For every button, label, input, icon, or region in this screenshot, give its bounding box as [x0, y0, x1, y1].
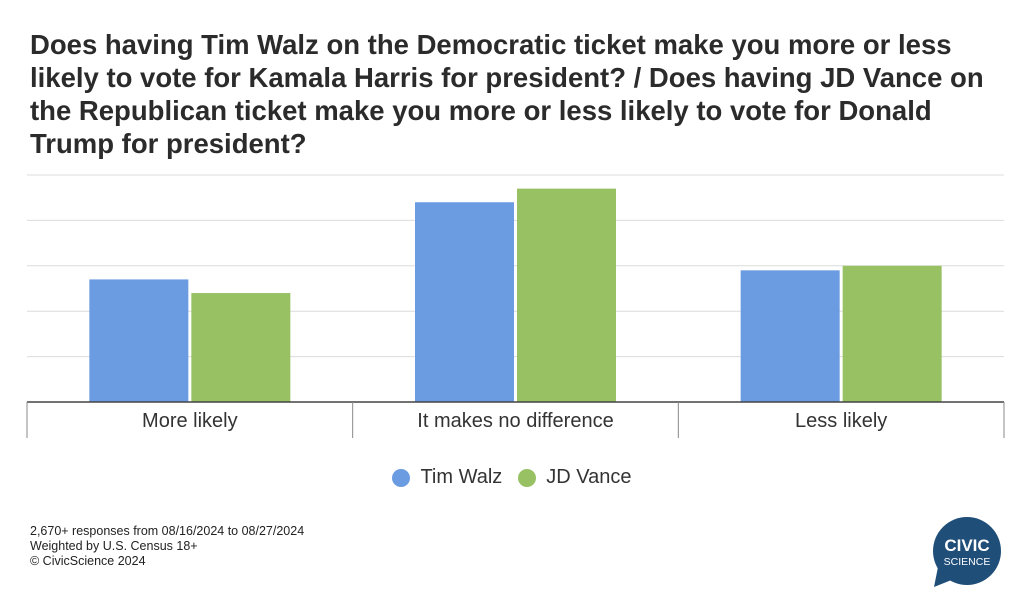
civicscience-logo: CIVIC SCIENCE: [933, 517, 1001, 587]
logo-badge: [933, 517, 1001, 585]
bar-jd-vance-2: [517, 188, 616, 402]
bar-tim-walz-2: [415, 202, 514, 402]
source-line-responses: 2,670+ responses from 08/16/2024 to 08/2…: [30, 524, 305, 538]
logo-word-science: SCIENCE: [944, 556, 991, 568]
logo-speech-tail: [934, 567, 954, 587]
legend-item-jd-vance: JD Vance: [518, 466, 632, 489]
legend-swatch-jd-vance: [518, 468, 537, 487]
legend-swatch-tim-walz: [392, 468, 411, 487]
chart-title: Does having Tim Walz on the Democratic t…: [30, 29, 984, 159]
x-tick-label: It makes no difference: [417, 410, 613, 432]
bar-jd-vance-3: [842, 265, 942, 402]
logo-word-civic: CIVIC: [944, 536, 989, 555]
x-tick-label: More likely: [142, 410, 238, 432]
source-line-copyright: © CivicScience 2024: [30, 554, 146, 568]
bars: [89, 188, 942, 402]
x-axis: More likely It makes no difference Less li…: [26, 401, 1005, 438]
legend-label-tim-walz: Tim Walz: [420, 466, 503, 488]
legend: Tim Walz JD Vance: [0, 466, 1024, 489]
source-line-weighting: Weighted by U.S. Census 18+: [30, 539, 198, 553]
gridlines: [27, 174, 1004, 358]
legend-label-jd-vance: JD Vance: [546, 466, 632, 488]
bar-tim-walz-3: [740, 270, 840, 402]
x-tick-label: Less likely: [795, 410, 887, 432]
bar-chart: More likely It makes no difference Less li…: [26, 174, 1005, 438]
bar-jd-vance-1: [191, 293, 291, 402]
bar-tim-walz-1: [89, 279, 189, 402]
source-note: 2,670+ responses from 08/16/2024 to 08/2…: [30, 524, 304, 569]
legend-item-tim-walz: Tim Walz: [392, 466, 502, 489]
